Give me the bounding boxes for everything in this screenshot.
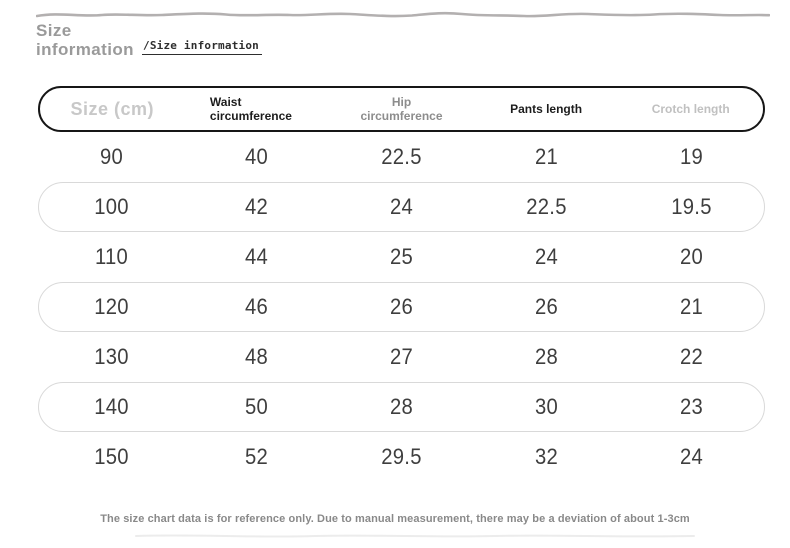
disclaimer-note: The size chart data is for reference onl…	[100, 513, 690, 525]
wavy-line-icon	[135, 534, 695, 538]
table-header-row: Size (cm) Waist circumference Hip circum…	[38, 86, 765, 132]
table-cell: 40	[244, 144, 269, 169]
table-cell: 24	[679, 444, 704, 469]
header-label: Crotch length	[651, 102, 730, 116]
table-row-150: 150 52 29.5 32 24	[38, 432, 765, 482]
table-cell: 44	[244, 244, 269, 269]
bottom-wavy-divider	[135, 528, 695, 546]
table-cell: 150	[94, 444, 129, 469]
table-cell: 21	[679, 294, 704, 319]
table-row-130: 130 48 27 28 22	[38, 332, 765, 382]
table-cell: 100	[94, 194, 129, 219]
header-cell-crotch-length: Crotch length	[618, 102, 763, 116]
section-title: Size information	[36, 21, 134, 59]
table-body: 90 40 22.5 21 19 100 42 24 22.5 19.5 110…	[38, 132, 765, 482]
table-cell: 42	[244, 194, 269, 219]
table-cell: 46	[244, 294, 269, 319]
table-cell: 110	[94, 244, 129, 269]
table-cell: 48	[244, 344, 269, 369]
header-label: Size (cm)	[70, 99, 155, 119]
table-row-90: 90 40 22.5 21 19	[38, 132, 765, 182]
table-cell: 27	[389, 344, 414, 369]
table-cell: 50	[244, 394, 269, 419]
table-cell: 23	[679, 394, 704, 419]
table-row-120: 120 46 26 26 21	[38, 282, 765, 332]
header-label: Waist circumference	[209, 95, 292, 123]
table-row-110: 110 44 25 24 20	[38, 232, 765, 282]
wavy-line-icon	[35, 11, 771, 18]
header-cell-waist: Waist circumference	[185, 95, 330, 123]
table-cell: 28	[534, 344, 559, 369]
top-wavy-divider	[35, 8, 771, 27]
table-cell: 22	[679, 344, 704, 369]
header-cell-size: Size (cm)	[40, 99, 185, 119]
size-chart-table: Size (cm) Waist circumference Hip circum…	[38, 86, 765, 482]
header-label: Pants length	[510, 102, 583, 116]
table-cell: 24	[534, 244, 559, 269]
table-cell: 140	[94, 394, 129, 419]
section-title-line1: Size	[36, 21, 72, 40]
table-cell: 28	[389, 394, 414, 419]
table-cell: 22.5	[526, 194, 567, 219]
table-row-100: 100 42 24 22.5 19.5	[38, 182, 765, 232]
table-cell: 29.5	[381, 444, 422, 469]
table-cell: 22.5	[381, 144, 422, 169]
table-cell: 26	[389, 294, 414, 319]
table-cell: 25	[389, 244, 414, 269]
table-cell: 130	[94, 344, 129, 369]
table-cell: 20	[679, 244, 704, 269]
table-cell: 19	[679, 144, 704, 169]
table-cell: 30	[534, 394, 559, 419]
table-cell: 90	[99, 144, 124, 169]
section-title-line2: information	[36, 40, 134, 59]
table-cell: 21	[534, 144, 559, 169]
table-cell: 120	[94, 294, 129, 319]
table-row-140: 140 50 28 30 23	[38, 382, 765, 432]
table-cell: 24	[389, 194, 414, 219]
table-cell: 52	[244, 444, 269, 469]
header-label: Hip circumference	[360, 95, 443, 123]
header-cell-pants-length: Pants length	[474, 102, 619, 116]
table-cell: 26	[534, 294, 559, 319]
section-title-annotation: /Size information	[142, 39, 262, 55]
header-cell-hip: Hip circumference	[329, 95, 474, 123]
table-cell: 19.5	[671, 194, 712, 219]
table-cell: 32	[534, 444, 559, 469]
